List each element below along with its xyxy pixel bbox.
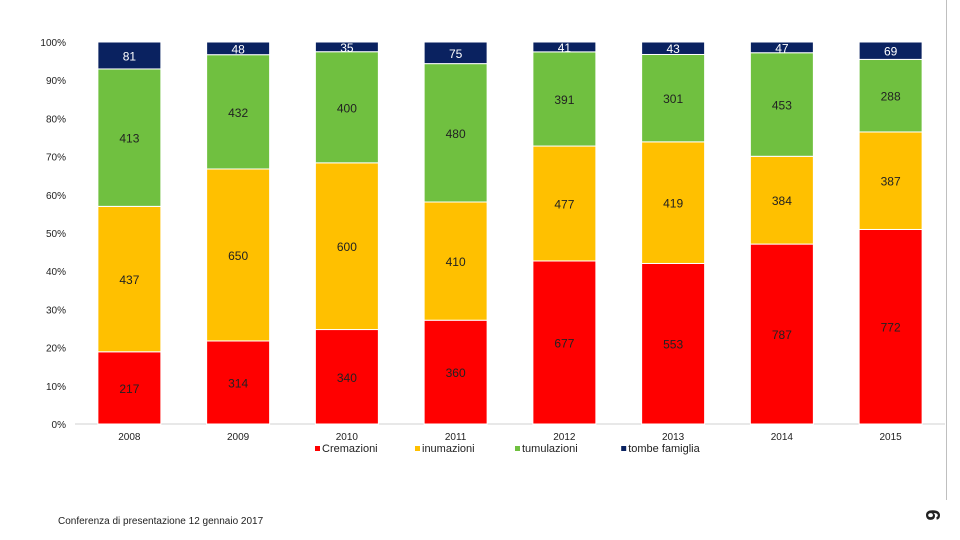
data-label: 217 xyxy=(119,382,139,396)
data-label: 480 xyxy=(446,127,466,141)
data-label: 787 xyxy=(772,328,792,342)
data-label: 360 xyxy=(446,366,466,380)
x-tick-label: 2014 xyxy=(771,432,794,443)
x-tick-label: 2009 xyxy=(227,432,250,443)
legend-swatch xyxy=(315,446,320,451)
data-label: 391 xyxy=(554,93,574,107)
data-label: 437 xyxy=(119,273,139,287)
y-tick-label: 100% xyxy=(40,38,66,49)
legend-label: inumazioni xyxy=(422,443,475,455)
data-label: 384 xyxy=(772,194,792,208)
data-label: 410 xyxy=(446,255,466,269)
data-label: 75 xyxy=(449,47,463,61)
data-label: 432 xyxy=(228,106,248,120)
x-tick-label: 2011 xyxy=(445,432,467,443)
legend-swatch xyxy=(515,446,520,451)
data-label: 43 xyxy=(666,42,680,56)
data-label: 413 xyxy=(119,132,139,146)
data-label: 288 xyxy=(881,90,901,104)
y-tick-label: 70% xyxy=(46,153,66,164)
x-tick-label: 2012 xyxy=(553,432,576,443)
y-tick-label: 80% xyxy=(46,114,66,125)
y-tick-label: 20% xyxy=(46,344,66,355)
legend-swatch xyxy=(621,446,626,451)
data-label: 314 xyxy=(228,376,248,390)
footer-text: Conferenza di presentazione 12 gennaio 2… xyxy=(58,516,263,527)
data-label: 650 xyxy=(228,249,248,263)
slide-edge-line xyxy=(946,0,947,500)
y-tick-label: 30% xyxy=(46,305,66,316)
legend-swatch xyxy=(415,446,420,451)
data-label: 553 xyxy=(663,338,683,352)
y-tick-label: 50% xyxy=(46,229,66,240)
data-label: 677 xyxy=(554,336,574,350)
data-label: 453 xyxy=(772,99,792,113)
legend-label: tumulazioni xyxy=(522,443,578,455)
data-label: 600 xyxy=(337,240,357,254)
legend-label: Cremazioni xyxy=(322,443,378,455)
y-tick-label: 90% xyxy=(46,76,66,87)
x-tick-label: 2010 xyxy=(336,432,359,443)
data-label: 41 xyxy=(558,41,572,55)
stacked-bar-chart: 0% 10% 20% 30% 40% 50% 60% 70% 80% 90% 100% 217 437 4… xyxy=(0,0,960,540)
legend-label: tombe famiglia xyxy=(628,443,700,455)
data-label: 47 xyxy=(775,41,789,55)
x-tick-label: 2008 xyxy=(118,432,141,443)
data-label: 477 xyxy=(554,197,574,211)
data-label: 301 xyxy=(663,92,683,106)
y-tick-label: 60% xyxy=(46,191,66,202)
data-label: 35 xyxy=(340,41,354,55)
x-tick-label: 2013 xyxy=(662,432,685,443)
data-label: 48 xyxy=(231,42,245,56)
data-label: 340 xyxy=(337,371,357,385)
y-tick-label: 10% xyxy=(46,382,66,393)
y-tick-label: 0% xyxy=(52,420,67,431)
data-label: 387 xyxy=(881,175,901,189)
data-label: 419 xyxy=(663,197,683,211)
page-number: 9 xyxy=(919,497,949,533)
y-tick-label: 40% xyxy=(46,267,66,278)
data-label: 69 xyxy=(884,45,898,59)
data-label: 772 xyxy=(881,321,901,335)
x-tick-label: 2015 xyxy=(880,432,903,443)
data-label: 81 xyxy=(123,49,137,63)
data-label: 400 xyxy=(337,101,357,115)
